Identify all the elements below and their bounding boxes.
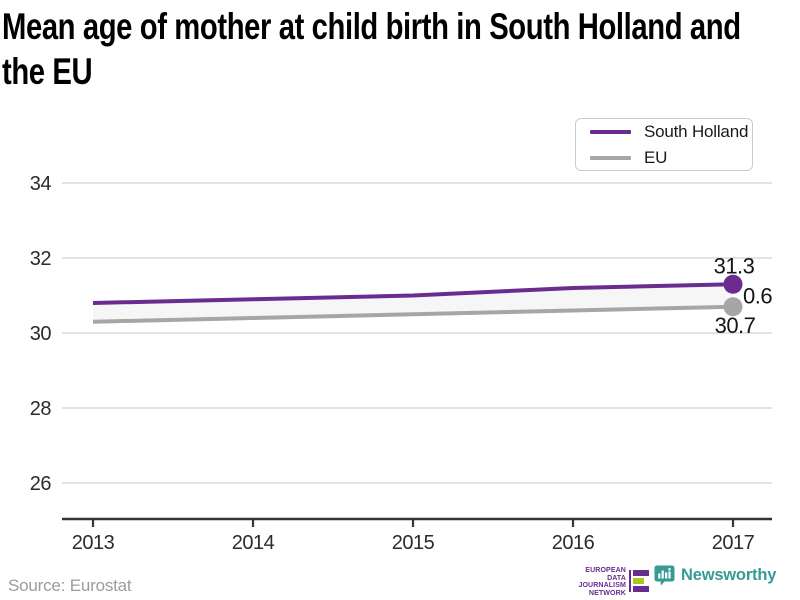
x-tick-label-2017: 2017 bbox=[712, 532, 755, 554]
legend-row-1: EU bbox=[590, 146, 752, 169]
end-label-eu: 30.7 bbox=[715, 313, 756, 338]
end-label-south-holland: 31.3 bbox=[714, 253, 755, 278]
diff-label: 0.6 bbox=[743, 284, 772, 309]
newsworthy-logo: Newsworthy bbox=[654, 565, 776, 586]
edjn-text-line3: NETWORK bbox=[588, 587, 626, 597]
y-tick-label-34: 34 bbox=[30, 173, 52, 195]
x-tick-label-2016: 2016 bbox=[552, 532, 595, 554]
series-line-0 bbox=[92, 282, 734, 305]
legend-label-1: EU bbox=[644, 147, 668, 167]
end-marker-0 bbox=[723, 274, 743, 294]
series-line-1 bbox=[92, 304, 734, 324]
x-tick-label-2014: 2014 bbox=[232, 532, 275, 554]
newsworthy-chart-bubble-icon bbox=[654, 565, 675, 586]
end-marker-1 bbox=[723, 297, 743, 317]
edjn-text-line2: DATA JOURNALISM bbox=[578, 572, 626, 590]
y-tick-label-32: 32 bbox=[30, 248, 52, 270]
chart-title-line2: the EU bbox=[2, 51, 93, 92]
chart-title: Mean age of mother at child birth in Sou… bbox=[2, 4, 800, 94]
edjn-logo-text: EUROPEAN DATA JOURNALISM NETWORK bbox=[562, 566, 626, 596]
edjn-logo: EUROPEAN DATA JOURNALISM NETWORK bbox=[558, 566, 649, 596]
x-tick-label-2015: 2015 bbox=[392, 532, 435, 554]
edjn-text-line1: EUROPEAN bbox=[585, 565, 626, 574]
edjn-bars-icon bbox=[633, 570, 649, 593]
legend-row-0: South Holland bbox=[590, 120, 752, 143]
y-tick-label-26: 26 bbox=[30, 473, 52, 495]
edjn-bar-top bbox=[633, 570, 649, 577]
legend-label-0: South Holland bbox=[644, 121, 749, 141]
area-between-series bbox=[93, 284, 733, 322]
x-tick-label-2013: 2013 bbox=[72, 532, 115, 554]
y-tick-label-30: 30 bbox=[30, 323, 52, 345]
legend-swatch-0 bbox=[590, 129, 631, 134]
edjn-bar-bottom bbox=[633, 586, 649, 593]
source-note: Source: Eurostat bbox=[8, 576, 132, 595]
y-tick-label-28: 28 bbox=[30, 398, 52, 420]
newsworthy-wordmark: Newsworthy bbox=[681, 566, 777, 584]
edjn-divider bbox=[629, 570, 631, 593]
chart-title-line1: Mean age of mother at child birth in Sou… bbox=[2, 6, 741, 47]
legend-box: South Holland EU bbox=[575, 118, 753, 171]
legend-swatch-1 bbox=[590, 155, 631, 160]
edjn-bar-middle bbox=[633, 578, 644, 585]
